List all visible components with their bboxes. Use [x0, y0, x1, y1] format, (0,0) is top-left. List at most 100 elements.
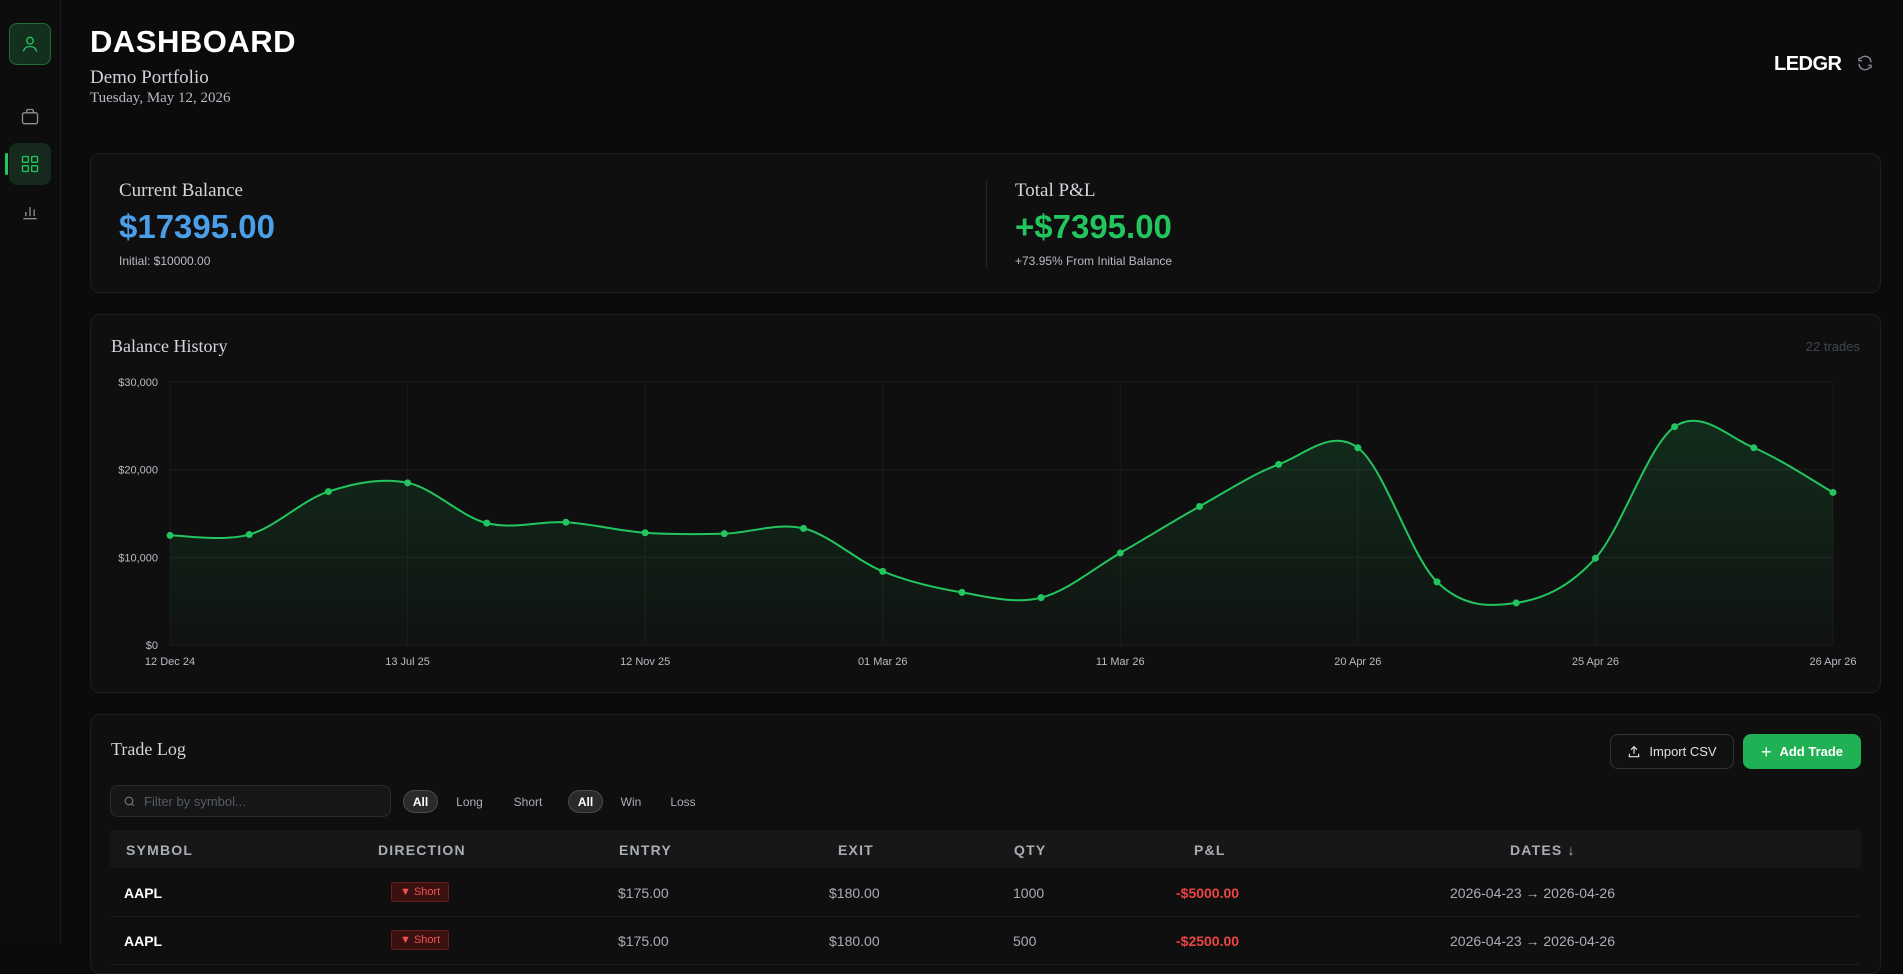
data-point: [1195, 502, 1203, 510]
upload-icon: [1629, 745, 1640, 757]
search-icon: [124, 796, 135, 806]
bar-chart-icon: [23, 207, 37, 220]
data-point: [1354, 444, 1362, 452]
current-balance-label: Current Balance: [119, 180, 243, 201]
analytics-nav-button[interactable]: [9, 191, 51, 233]
y-tick-label: $0: [146, 640, 158, 652]
trade-log-title: Trade Log: [111, 739, 186, 759]
col-direction[interactable]: DIRECTION: [378, 842, 466, 858]
current-date: Tuesday, May 12, 2026: [90, 90, 231, 106]
cell-qty: 1000: [1013, 885, 1045, 901]
dashboard-nav-button[interactable]: [9, 143, 51, 185]
direction-badge: ▼ Short: [391, 882, 450, 902]
current-balance-value: $17395.00: [119, 208, 275, 245]
data-point: [404, 479, 412, 487]
data-point: [1750, 444, 1758, 452]
cell-dates: 2026-04-23 → 2026-04-26: [1450, 885, 1616, 901]
user-icon: [22, 36, 38, 52]
cell-pnl: -$2500.00: [1176, 933, 1240, 949]
total-pnl-value: +$7395.00: [1015, 208, 1172, 245]
data-point: [562, 518, 570, 526]
y-tick-label: $10,000: [118, 552, 158, 564]
x-tick-label: 11 Mar 26: [1096, 656, 1145, 668]
x-tick-label: 20 Apr 26: [1334, 656, 1381, 668]
cell-symbol: AAPL: [124, 933, 163, 949]
cell-entry: $175.00: [618, 933, 669, 949]
y-tick-label: $30,000: [118, 377, 158, 389]
total-pnl-label: Total P&L: [1015, 180, 1096, 201]
data-point: [800, 524, 808, 532]
import-csv-button[interactable]: Import CSV: [1610, 734, 1734, 769]
filter-direction-all[interactable]: All: [403, 790, 438, 813]
filter-outcome-loss[interactable]: Loss: [670, 794, 696, 809]
col-symbol[interactable]: SYMBOL: [126, 842, 194, 858]
trade-count: 22 trades: [1805, 339, 1860, 354]
col-qty[interactable]: QTY: [1014, 842, 1047, 858]
cell-entry: $175.00: [618, 885, 669, 901]
col-dates[interactable]: DATES ↓: [1510, 842, 1576, 858]
add-trade-label: Add Trade: [1779, 744, 1844, 759]
data-point: [324, 488, 332, 496]
import-csv-label: Import CSV: [1649, 744, 1717, 759]
col-entry[interactable]: ENTRY: [619, 842, 672, 858]
cell-dates: 2026-04-23 → 2026-04-26: [1450, 933, 1616, 949]
data-point: [166, 531, 174, 539]
grid-icon: [21, 155, 39, 173]
page-title: DASHBOARD: [90, 24, 296, 59]
add-trade-button[interactable]: + Add Trade: [1743, 734, 1861, 769]
x-tick-label: 25 Apr 26: [1572, 656, 1619, 668]
balance-history-card: Balance History 22 trades $0 $10,000 $20,0…: [90, 314, 1881, 693]
data-point: [879, 567, 887, 575]
filter-direction-short[interactable]: Short: [513, 794, 543, 809]
cell-pnl: -$5000.00: [1176, 885, 1240, 901]
data-point: [641, 529, 649, 537]
data-point: [1433, 578, 1441, 586]
x-tick-label: 26 Apr 26: [1809, 656, 1856, 668]
direction-badge: ▼ Short: [391, 930, 450, 950]
cell-qty: 500: [1013, 933, 1037, 949]
portfolio-nav-button[interactable]: [9, 96, 51, 138]
data-point: [1591, 554, 1599, 562]
filter-outcome-win[interactable]: Win: [620, 794, 642, 809]
data-point: [1829, 488, 1837, 496]
data-point: [1037, 594, 1045, 602]
chart-title: Balance History: [111, 336, 228, 356]
cell-exit: $180.00: [829, 933, 880, 949]
x-tick-label: 01 Mar 26: [858, 656, 908, 668]
data-point: [720, 530, 728, 538]
table-row[interactable]: AAPL ▼ Short $175.00 $180.00 500 -$2500.…: [110, 917, 1861, 965]
table-row[interactable]: AAPL ▼ Short $175.00 $180.00 1000 -$5000…: [110, 869, 1861, 917]
refresh-icon[interactable]: [1856, 54, 1874, 72]
symbol-search[interactable]: [110, 785, 391, 817]
plus-icon: +: [1760, 741, 1772, 762]
briefcase-icon: [21, 108, 39, 125]
brand-logo: LEDGR: [1774, 53, 1842, 75]
data-point: [1671, 423, 1679, 431]
symbol-filter-input[interactable]: [144, 793, 384, 809]
x-tick-label: 12 Dec 24: [145, 656, 195, 668]
data-point: [483, 519, 491, 527]
divider: [986, 180, 987, 268]
portfolio-name: Demo Portfolio: [90, 67, 209, 88]
cell-symbol: AAPL: [124, 885, 163, 901]
sidebar: [0, 0, 61, 944]
initial-balance: Initial: $10000.00: [119, 254, 211, 268]
data-point: [958, 588, 966, 596]
balance-line: [169, 419, 1834, 607]
data-point: [245, 531, 253, 539]
col-pnl[interactable]: P&L: [1194, 842, 1226, 858]
x-tick-label: 13 Jul 25: [385, 656, 430, 668]
balance-area-fill: [170, 420, 1833, 645]
data-point: [1275, 460, 1283, 468]
filter-direction-long[interactable]: Long: [456, 794, 483, 809]
pnl-percent: +73.95% From Initial Balance: [1015, 254, 1173, 268]
data-point: [1512, 599, 1520, 607]
col-exit[interactable]: EXIT: [838, 842, 874, 858]
filter-outcome-all[interactable]: All: [568, 790, 603, 813]
x-tick-label: 12 Nov 25: [620, 656, 670, 668]
balance-card: Current Balance $17395.00 Initial: $1000…: [90, 153, 1881, 293]
profile-button[interactable]: [9, 23, 51, 65]
active-indicator: [5, 153, 8, 175]
data-point: [1116, 549, 1124, 557]
cell-exit: $180.00: [829, 885, 880, 901]
